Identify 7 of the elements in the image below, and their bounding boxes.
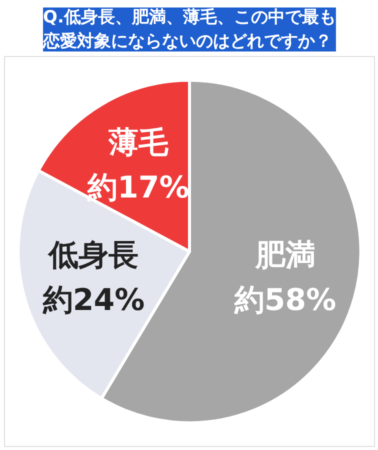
- data-label: 約24%: [42, 283, 145, 318]
- chart-title: Q.低身長、肥満、薄毛、この中で最も恋愛対象にならないのはどれですか？: [42, 8, 336, 52]
- data-label: 約17%: [86, 170, 190, 206]
- data-label: 約58%: [233, 283, 336, 318]
- slice-label: 低身長: [48, 238, 139, 274]
- slice-label: 薄毛: [107, 125, 170, 160]
- slice-label: 肥満: [254, 238, 316, 274]
